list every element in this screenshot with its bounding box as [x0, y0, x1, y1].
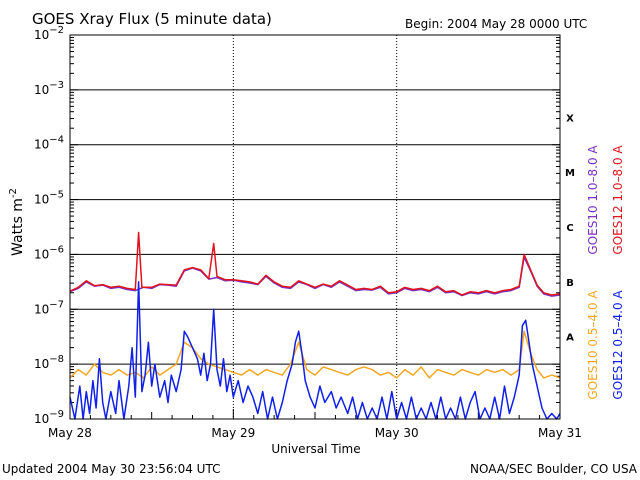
plot-grid [70, 35, 560, 419]
y-tick-label-exponent: −3 [49, 80, 64, 91]
flare-class-labels: X M C B A [565, 113, 575, 343]
x-tick-label: May 31 [538, 426, 582, 440]
y-tick-label-exponent: −5 [49, 190, 64, 201]
legend-entry: GOES10 1.0–8.0 A [586, 145, 600, 255]
y-tick-labels: 10−210−310−410−510−610−710−810−9 [34, 25, 64, 426]
y-tick-label-exponent: −6 [49, 244, 64, 255]
x-tick-label: May 29 [211, 426, 255, 440]
flare-class-label: C [566, 223, 573, 234]
y-axis-label-sup: -2 [8, 188, 19, 198]
legend-entry: GOES10 0.5–4.0 A [586, 290, 600, 400]
y-tick-label: 10−9 [34, 409, 64, 426]
updated-label: Updated 2004 May 30 23:56:04 UTC [2, 462, 220, 476]
series-line [69, 281, 561, 420]
y-tick-label: 10−2 [34, 25, 64, 42]
x-tick-label: May 28 [48, 426, 92, 440]
series-legend: GOES10 1.0–8.0 A GOES12 1.0–8.0 A GOES10 0… [586, 145, 625, 400]
y-tick-label-exponent: −4 [49, 135, 64, 146]
series-lines [69, 231, 561, 420]
y-tick-label-base: 10 [34, 193, 49, 207]
y-tick-label-base: 10 [34, 247, 49, 261]
axis-ticks [69, 34, 561, 420]
flare-class-label: B [566, 278, 574, 289]
y-tick-label: 10−7 [34, 299, 64, 316]
y-tick-label-exponent: −9 [49, 409, 64, 420]
y-tick-label-base: 10 [34, 302, 49, 316]
begin-label: Begin: 2004 May 28 0000 UTC [405, 17, 587, 31]
x-tick-labels: May 28 May 29 May 30 May 31 [48, 426, 582, 440]
credit-label: NOAA/SEC Boulder, CO USA [470, 462, 638, 476]
y-tick-label-exponent: −7 [49, 299, 64, 310]
flare-class-label: X [566, 113, 574, 124]
legend-entry: GOES12 0.5–4.0 A [611, 290, 625, 400]
y-tick-label: 10−4 [34, 135, 64, 152]
x-tick-label: May 30 [375, 426, 419, 440]
flare-class-label: M [565, 168, 575, 179]
y-tick-label-exponent: −8 [49, 354, 64, 365]
y-tick-label-base: 10 [34, 412, 49, 426]
y-tick-label-base: 10 [34, 357, 49, 371]
y-tick-label: 10−8 [34, 354, 64, 371]
flare-class-label: A [566, 333, 574, 344]
plot-frame [69, 34, 561, 420]
y-tick-label-base: 10 [34, 138, 49, 152]
x-axis-label: Universal Time [271, 442, 360, 456]
y-tick-label-exponent: −2 [49, 25, 64, 36]
y-tick-label-base: 10 [34, 83, 49, 97]
y-tick-label: 10−3 [34, 80, 64, 97]
y-axis-label: Watts m-2 [8, 188, 26, 256]
series-line [69, 330, 561, 379]
y-tick-label: 10−5 [34, 190, 64, 207]
y-tick-label: 10−6 [34, 244, 64, 261]
series-line [69, 231, 561, 296]
y-tick-label-base: 10 [34, 28, 49, 42]
legend-entry: GOES12 1.0–8.0 A [611, 145, 625, 255]
chart-title: GOES Xray Flux (5 minute data) [32, 10, 272, 28]
y-axis-label-text: Watts m [10, 198, 26, 256]
